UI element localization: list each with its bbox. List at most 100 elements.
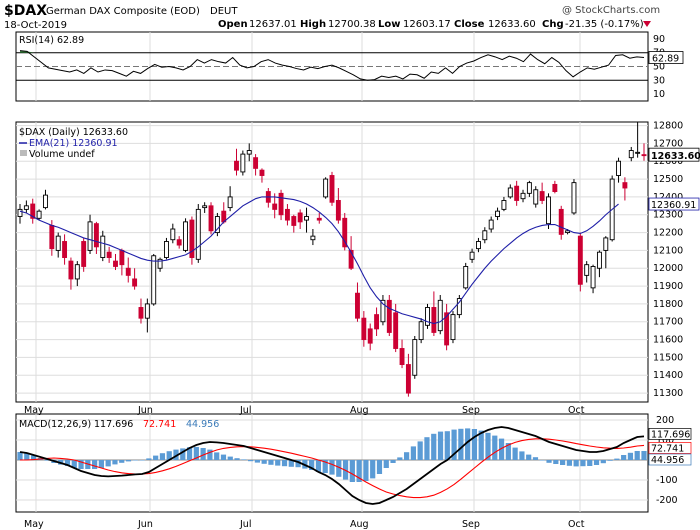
signal-value-label: 72.741 [651,443,684,454]
candle-body [49,224,55,250]
macd-histogram-bar [587,460,593,466]
candle-body [81,241,87,267]
macd-histogram-bar [125,460,132,462]
candle-body [278,192,284,216]
macd-histogram-bar [295,460,301,468]
signal-value-badge [648,442,692,454]
macd-histogram-bar [627,452,634,460]
candle-body [113,260,118,267]
macd-histogram-bar [404,452,410,460]
price-legend: $DAX (Daily) 12633.60 [19,127,128,138]
high-label: High [300,19,326,30]
close-price-badge [648,147,700,162]
macd-histogram-bar [356,460,362,482]
candle-body [348,249,354,269]
candle-body [590,266,596,289]
macd-histogram-bar [492,435,498,460]
macd-legend-prefix: MACD(12,26,9) [19,419,91,430]
macd-histogram-bar [553,460,559,464]
macd-histogram-bar [132,460,138,461]
macd-histogram-bar [234,458,240,460]
price-tick-label: 12400 [653,192,683,203]
price-tick-label: 12700 [653,138,683,149]
macd-tick-label: -100 [656,475,678,486]
candle-body [316,217,322,221]
rsi-current-label: 62.89 [652,54,679,65]
candle-body [450,314,456,341]
macd-histogram-bar [607,460,613,461]
candle-body [386,299,392,333]
candle-body [183,221,189,251]
macd-histogram-bar [44,460,50,461]
macd-legend-signal: 72.741 [143,419,176,430]
candle-body [469,251,475,260]
macd-panel-frame [15,413,649,513]
macd-histogram-bar [376,460,383,474]
macd-histogram-bar [526,454,532,460]
macd-histogram-bar [180,448,186,460]
macd-legend-histogram: 44.956 [186,419,219,430]
candle-body [189,219,195,258]
candle-body [30,203,36,219]
macd-histogram-bar [383,460,389,468]
open-label: Open [218,19,248,30]
candle-body [514,185,520,201]
close-value: 12633.60 [488,19,536,30]
candle-body [304,216,309,221]
macd-histogram-bar [309,460,315,470]
ema-line [19,196,619,325]
candle-body [36,210,42,219]
date-label: 18-Oct-2019 [4,20,67,31]
candle-body [584,264,590,276]
candle-body [100,235,106,258]
macd-histogram-bar [275,460,281,466]
candle-body [323,178,329,198]
macd-histogram-bar [173,449,179,460]
candle-body [342,217,348,248]
macd-histogram-bar [498,438,505,460]
macd-histogram-bar [186,447,193,460]
macd-histogram-bar [560,460,566,465]
month-label: Jun [137,519,153,530]
macd-histogram-bar [30,455,37,460]
candle-body [546,196,551,225]
rsi-tick-label: 50 [653,62,665,73]
candle-body [501,200,507,210]
price-tick-label: 12800 [653,121,683,132]
candle-body [437,299,443,332]
candle-body [246,150,252,155]
candle-body [622,182,628,189]
macd-histogram-bar [288,460,294,467]
macd-histogram-bar [220,454,227,460]
macd-histogram-bar [78,460,84,469]
month-label: Sep [462,519,480,530]
month-label: Aug [350,519,369,530]
macd-histogram-bar [214,452,220,460]
macd-tick-label: 200 [656,415,674,426]
macd-histogram-bar [478,430,484,460]
candle-body [628,150,634,159]
candle-body [68,260,74,280]
macd-histogram-bar [254,460,260,463]
candle-body [310,235,316,241]
month-label: May [24,519,44,530]
macd-histogram-bar [485,432,491,460]
candle-body [144,303,150,319]
macd-histogram-bar [641,451,647,460]
price-tick-label: 11500 [653,352,683,363]
volume-legend: Volume undef [29,149,95,160]
macd-histogram-bar [614,458,620,460]
candle-body [405,364,411,394]
macd-histogram-bar [465,428,471,460]
macd-line [19,426,645,505]
macd-histogram-bar [532,457,539,460]
candle-body [297,212,303,223]
candle-body [55,235,61,251]
month-label: Oct [568,405,585,416]
candle-body [495,210,501,217]
macd-histogram-bar [390,460,396,463]
macd-histogram-bar [417,441,423,460]
chg-label: Chg [542,19,564,30]
candle-body [616,160,621,176]
candle-body [418,321,424,341]
